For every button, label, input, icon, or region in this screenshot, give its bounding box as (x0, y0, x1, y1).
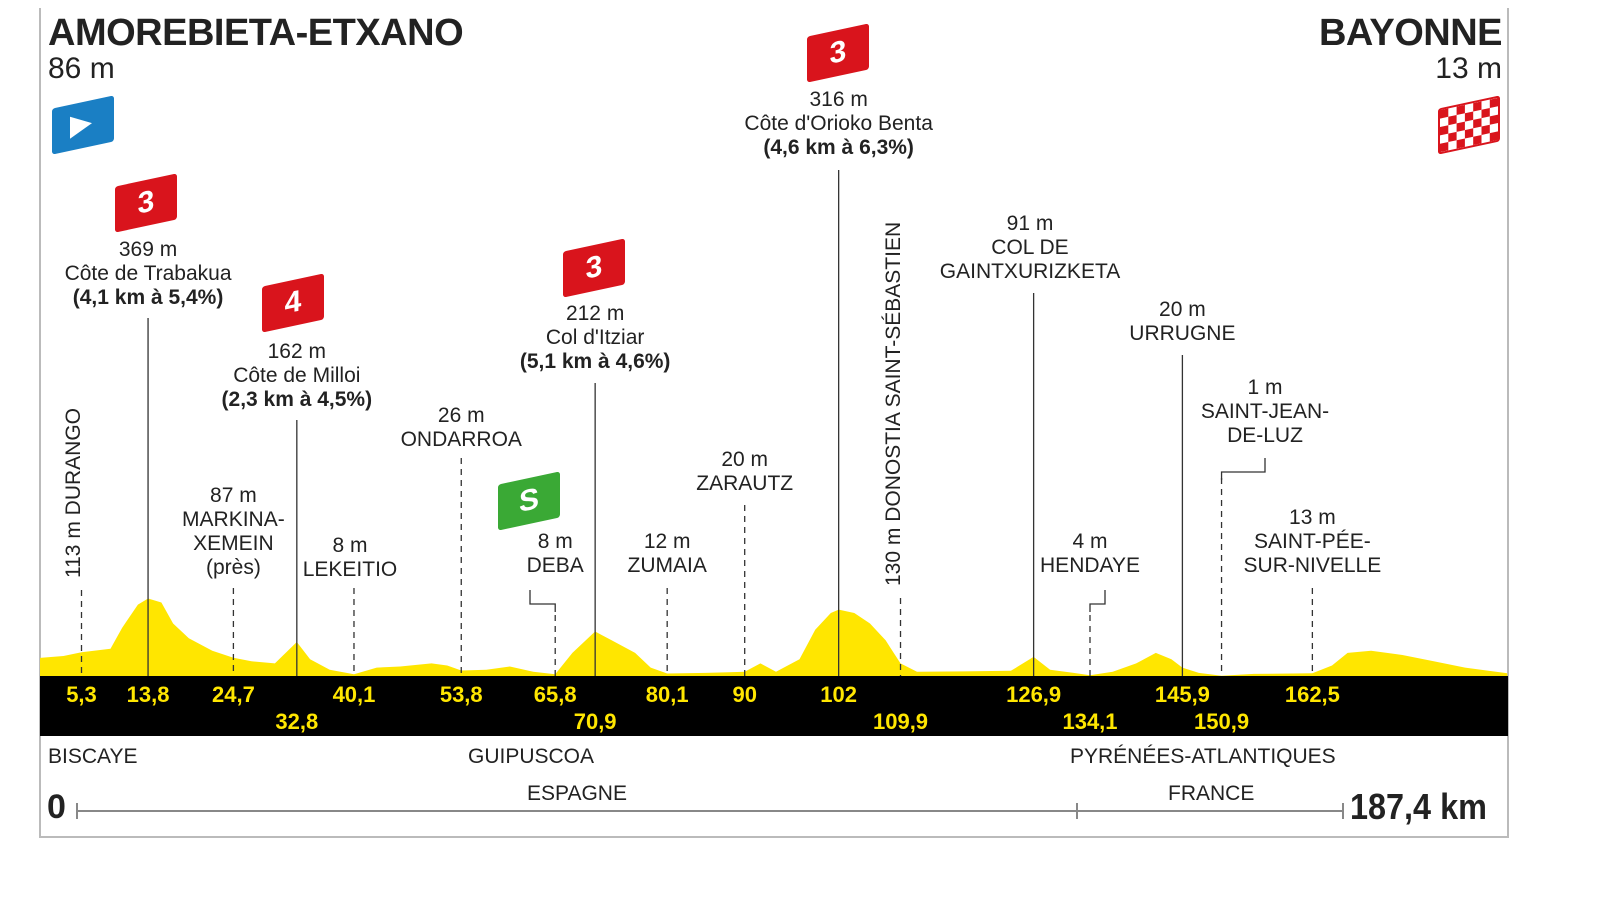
place-name-2: XEMEIN (193, 532, 274, 555)
place-label: 8 m DEBA (527, 530, 584, 578)
vertical-place-label: 130 m DONOSTIA SAINT-SÉBASTIEN (882, 222, 906, 586)
place-label: 91 m COL DE GAINTXURIZKETA (940, 212, 1120, 284)
region-biscaye: BISCAYE (48, 745, 138, 768)
country-france: FRANCE (1168, 782, 1255, 805)
km-band (40, 676, 1508, 736)
place-label: 26 m ONDARROA (401, 404, 522, 452)
place-label: 316 m Côte d'Orioko Benta (4,6 km à 6,3%) (744, 88, 932, 160)
country-espagne: ESPAGNE (527, 782, 627, 805)
place-name: URRUGNE (1129, 322, 1236, 345)
place-name-2: SUR-NIVELLE (1243, 554, 1382, 577)
marker-elbow (529, 590, 556, 612)
altitude: 4 m (1072, 530, 1108, 553)
place-label: 1 m SAINT-JEAN- DE-LUZ (1201, 376, 1329, 448)
finish-name: BAYONNE (1318, 12, 1503, 54)
altitude: 26 m (437, 404, 485, 427)
place-name: MARKINA- (182, 508, 285, 531)
km-label: 13,8 (127, 682, 170, 707)
altitude: 91 m (1006, 212, 1054, 235)
altitude: 12 m (643, 530, 691, 553)
km-label: 40,1 (333, 682, 376, 707)
place-name-2: DE-LUZ (1227, 424, 1303, 447)
altitude: 20 m (1159, 298, 1206, 321)
place-label: 20 m URRUGNE (1129, 298, 1235, 346)
place-label: 4 m HENDAYE (1040, 530, 1140, 578)
place-label: 12 m ZUMAIA (628, 530, 707, 578)
place-label: 212 m Col d'Itziar (5,1 km à 4,6%) (520, 302, 671, 374)
climb-detail: (4,1 km à 5,4%) (72, 286, 224, 309)
start-altitude: 86 m (48, 52, 115, 85)
place-name: COL DE (991, 236, 1069, 259)
chart-frame (39, 8, 1509, 838)
altitude: 20 m (721, 448, 769, 471)
place-name: ONDARROA (400, 428, 522, 451)
place-label: 13 m SAINT-PÉE- SUR-NIVELLE (1244, 506, 1382, 578)
finish-altitude: 13 m (1435, 52, 1502, 85)
altitude: 87 m (210, 484, 257, 507)
altitude: 212 m (565, 302, 625, 325)
elevation-profile (40, 598, 1508, 676)
place-label: 369 m Côte de Trabakua (4,1 km à 5,4%) (65, 238, 232, 310)
altitude: 13 m (1289, 506, 1336, 529)
place-label: 162 m Côte de Milloi (2,3 km à 4,5%) (222, 340, 373, 412)
altitude: 8 m (332, 534, 368, 557)
km-label: 90 (732, 682, 756, 707)
climb-detail: (4,6 km à 6,3%) (763, 136, 914, 159)
altitude: 369 m (118, 238, 178, 261)
altitude: 8 m (537, 530, 573, 553)
marker-elbow (1220, 458, 1266, 480)
km-label: 145,9 (1155, 682, 1210, 707)
altitude: 1 m (1247, 376, 1283, 399)
km-label: 80,1 (646, 682, 689, 707)
place-name: Col d'Itziar (545, 326, 645, 349)
place-name: Côte de Milloi (233, 364, 361, 387)
place-name: DURANGO (62, 408, 85, 516)
region-pyrenees-atlantiques: PYRÉNÉES-ATLANTIQUES (1070, 745, 1336, 768)
km-label: 24,7 (212, 682, 255, 707)
climb-detail: (2,3 km à 4,5%) (221, 388, 373, 411)
start-name: AMOREBIETA-ETXANO (48, 12, 464, 54)
marker-elbow (1089, 590, 1106, 612)
km-label: 150,9 (1194, 709, 1249, 734)
place-name: DONOSTIA SAINT-SÉBASTIEN (882, 221, 905, 522)
place-name-2: GAINTXURIZKETA (939, 260, 1121, 283)
altitude: 130 m (882, 527, 905, 586)
vertical-place-label: 113 m DURANGO (62, 408, 86, 578)
km-label: 53,8 (440, 682, 483, 707)
place-label: 20 m ZARAUTZ (696, 448, 793, 496)
place-name: ZARAUTZ (696, 472, 794, 495)
climb-detail: (5,1 km à 4,6%) (519, 350, 671, 373)
place-name: DEBA (526, 554, 584, 577)
region-guipuscoa: GUIPUSCOA (468, 745, 595, 768)
km-label: 134,1 (1062, 709, 1117, 734)
km-label: 102 (820, 682, 857, 707)
place-name-3: (près) (205, 556, 261, 579)
place-name: HENDAYE (1040, 554, 1140, 577)
distance-start: 0 (47, 788, 66, 826)
km-label: 70,9 (574, 709, 617, 734)
place-name: LEKEITIO (302, 558, 398, 581)
place-name: ZUMAIA (627, 554, 707, 577)
km-label: 109,9 (873, 709, 928, 734)
place-label: 8 m LEKEITIO (303, 534, 398, 582)
place-name: SAINT-JEAN- (1200, 400, 1330, 423)
distance-end: 187,4 km (1350, 786, 1487, 827)
place-name: SAINT-PÉE- (1254, 530, 1371, 553)
place-name: Côte de Trabakua (64, 262, 232, 285)
km-label: 32,8 (275, 709, 318, 734)
altitude: 113 m (62, 521, 85, 578)
place-label: 87 m MARKINA- XEMEIN (près) (182, 484, 285, 580)
start-flag-icon (52, 95, 114, 155)
km-label: 162,5 (1285, 682, 1340, 707)
altitude: 316 m (809, 88, 868, 111)
place-name: Côte d'Orioko Benta (744, 112, 933, 135)
altitude: 162 m (267, 340, 326, 363)
km-label: 126,9 (1006, 682, 1061, 707)
km-label: 65,8 (534, 682, 577, 707)
km-label: 5,3 (66, 682, 97, 707)
finish-flag-icon (1438, 95, 1500, 155)
